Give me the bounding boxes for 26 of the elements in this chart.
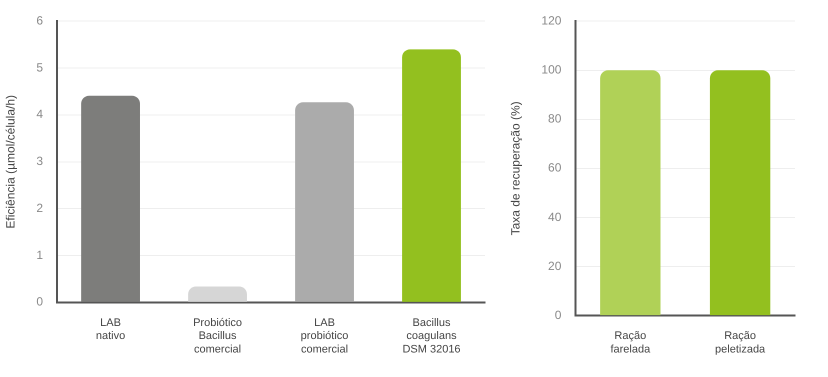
x-tick-label: LAB nativo	[96, 317, 126, 342]
y-tick-label: 0	[36, 294, 44, 309]
x-tick-label: LAB probiótico comercial	[300, 317, 348, 356]
y-tick-label: 40	[548, 210, 562, 224]
bar	[295, 102, 354, 302]
y-axis-title: Taxa de recuperação (%)	[508, 101, 523, 236]
bar	[402, 49, 461, 302]
y-tick-label: 3	[36, 154, 44, 168]
y-tick-label: 20	[548, 258, 562, 273]
bar	[81, 96, 140, 302]
x-tick-label: Ração peletizada	[715, 330, 766, 356]
y-tick-label: 80	[548, 112, 562, 126]
y-tick-label: 2	[36, 200, 44, 215]
y-tick-label: 120	[541, 14, 562, 28]
x-tick-label: Ração farelada	[610, 330, 652, 356]
y-tick-label: 5	[36, 60, 44, 74]
bar	[188, 286, 247, 302]
y-tick-label: 1	[36, 248, 44, 262]
y-tick-label: 4	[36, 107, 44, 122]
y-tick-label: 0	[554, 308, 562, 322]
y-axis-title: Eficiência (µmol/célula/h)	[4, 94, 18, 229]
y-tick-label: 100	[541, 62, 562, 77]
y-tick-label: 6	[36, 14, 44, 28]
x-tick-label: Probiótico Bacillus comercial	[193, 317, 242, 356]
y-tick-label: 60	[548, 160, 562, 175]
x-tick-label: Bacillus coagulans DSM 32016	[402, 317, 461, 356]
